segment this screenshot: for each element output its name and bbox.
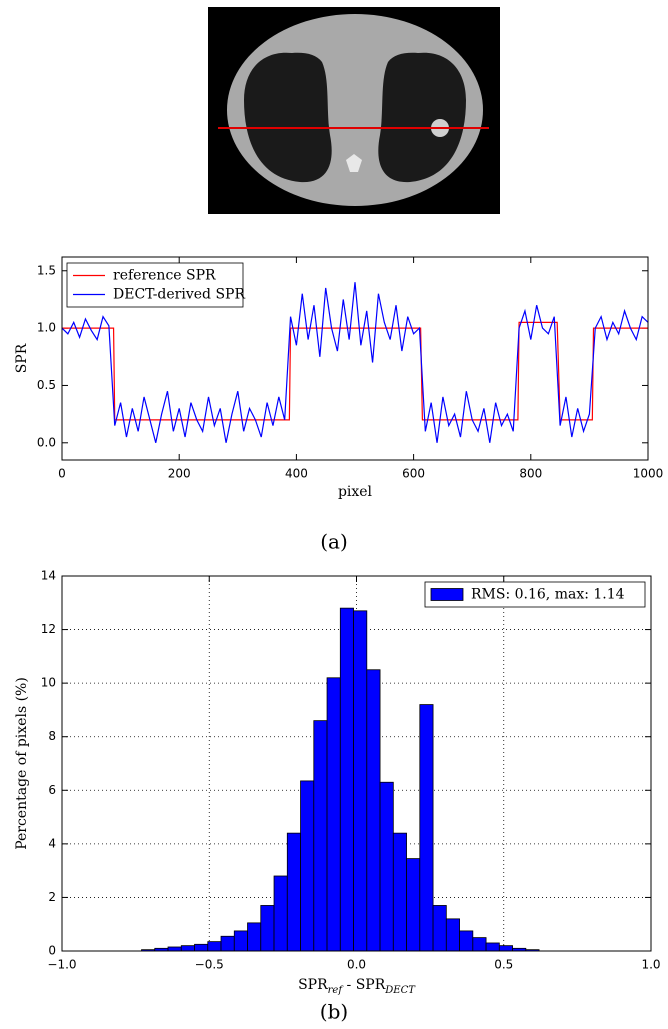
ct-left-lung	[244, 52, 332, 183]
x-tick-label: 1000	[633, 467, 664, 481]
subscript: ref	[328, 985, 345, 996]
x-tick-label: 600	[402, 467, 425, 481]
ct-spine	[346, 154, 362, 172]
y-tick-label: 2	[48, 890, 56, 904]
axes-frame	[61, 256, 649, 461]
bar	[180, 945, 195, 952]
bar	[445, 918, 460, 952]
y-axis-label: Percentage of pixels (%)	[14, 677, 30, 850]
axes-frame	[61, 575, 652, 952]
bar	[233, 930, 248, 952]
bar	[379, 781, 394, 952]
bar	[419, 704, 434, 952]
bar	[260, 905, 275, 952]
ct-right-lung	[378, 52, 466, 183]
caption: (b)	[320, 1000, 348, 1024]
legend-label: RMS: 0.16, max: 1.14	[471, 587, 625, 603]
bar	[207, 941, 222, 952]
bar	[286, 832, 301, 952]
legend-box	[66, 262, 244, 308]
bar	[194, 943, 209, 952]
chart: 0 200 400 600 800 1000 0.0 0.5 1.0 1.5 pixel SPR ref…	[14, 256, 664, 500]
x-tick-label: 0	[58, 467, 66, 481]
x-tick-label: 1.0	[641, 958, 660, 972]
y-tick-label: 0	[48, 944, 56, 958]
y-axis-label: SPR	[14, 343, 30, 373]
legend-label: DECT-derived SPR	[113, 287, 245, 303]
bar	[498, 945, 513, 952]
ct-image	[208, 7, 500, 214]
x-tick-label: −1.0	[47, 958, 76, 972]
x-axis-label: pixel	[338, 484, 373, 500]
bar	[247, 922, 262, 952]
bar	[353, 610, 368, 952]
label-part: - SPR	[342, 977, 386, 993]
legend-label: reference SPR	[113, 268, 216, 284]
bar	[313, 720, 328, 952]
bar	[432, 905, 447, 952]
bar	[300, 780, 315, 952]
bar	[485, 942, 500, 952]
x-tick-label: 0.0	[347, 958, 366, 972]
bar	[339, 607, 354, 952]
bar	[406, 858, 421, 952]
y-tick-label: 8	[48, 729, 56, 743]
x-axis-label: SPRref - SPRDECT	[298, 977, 416, 996]
y-tick-label: 14	[41, 569, 56, 583]
y-tick-label: 10	[41, 676, 56, 690]
y-tick-label: 0.0	[37, 435, 56, 449]
label-part: SPR	[298, 977, 328, 993]
series-line	[62, 321, 648, 421]
bar	[220, 935, 235, 952]
legend-swatch	[430, 588, 464, 601]
bar	[167, 946, 182, 952]
bar	[366, 669, 381, 952]
y-tick-label: 4	[48, 836, 56, 850]
bar	[392, 832, 407, 952]
bar	[326, 677, 341, 952]
x-tick-label: −0.5	[195, 958, 224, 972]
x-tick-label: 200	[168, 467, 191, 481]
bar	[459, 930, 474, 952]
y-tick-label: 0.5	[37, 378, 56, 392]
x-tick-label: 0.5	[494, 958, 513, 972]
chart: −1.0 −0.5 0.0 0.5 1.0 0 2 4 6 8 10 12 14 SPRref - SPR…	[14, 569, 661, 997]
y-tick-label: 1.5	[37, 263, 56, 277]
y-tick-label: 12	[41, 622, 56, 636]
subscript: DECT	[384, 985, 416, 996]
series-line	[62, 282, 648, 443]
y-tick-label: 1.0	[37, 321, 56, 335]
y-tick-label: 6	[48, 783, 56, 797]
x-tick-label: 400	[285, 467, 308, 481]
bar	[472, 937, 487, 952]
x-tick-label: 800	[519, 467, 542, 481]
bar	[273, 875, 288, 952]
caption: (a)	[320, 530, 348, 554]
